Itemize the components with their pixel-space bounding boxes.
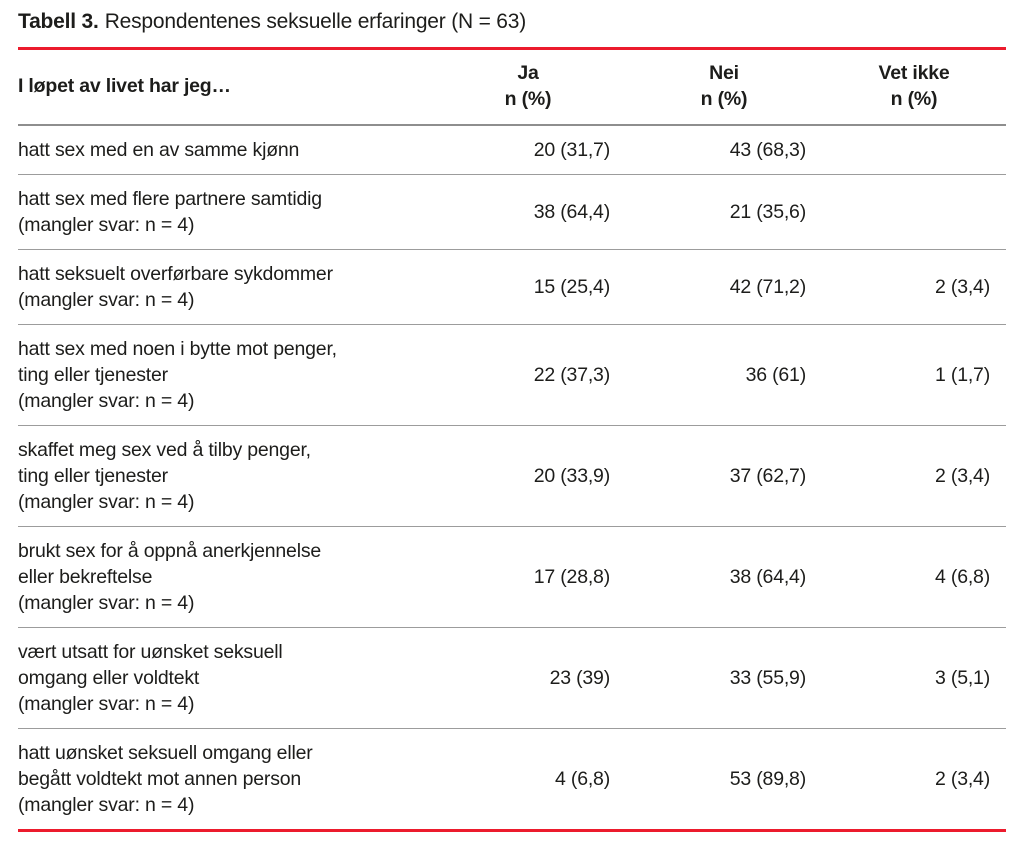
cell-nei: 42 (71,2) (626, 249, 822, 325)
column-header-nei-sub: n (%) (700, 88, 748, 110)
header-row: I løpet av livet har jeg… Ja n (%) Nei n… (18, 50, 1006, 126)
cell-ja: 20 (31,7) (430, 125, 626, 175)
cell-item: hatt sex med en av samme kjønn (18, 125, 430, 175)
bottom-red-rule (18, 829, 1006, 832)
cell-nei: 33 (55,9) (626, 627, 822, 729)
table-body: hatt sex med en av samme kjønn 20 (31,7)… (18, 125, 1006, 829)
cell-item: skaffet meg sex ved å tilby penger, ting… (18, 425, 430, 527)
cell-vet-ikke: 2 (3,4) (935, 768, 990, 790)
table-caption: Respondentenes seksuelle erfaringer (N =… (104, 10, 527, 33)
cell-ja: 38 (64,4) (430, 174, 626, 250)
cell-vet-ikke (822, 174, 1006, 250)
cell-item: hatt sex med noen i bytte mot penger, ti… (18, 324, 430, 426)
column-header-vet-ikke: Vet ikke n (%) (822, 50, 1006, 126)
top-red-rule (18, 47, 1006, 50)
column-header-ja-label: Ja (517, 62, 539, 84)
cell-ja: 20 (33,9) (430, 425, 626, 527)
cell-item: vært utsatt for uønsket seksuell omgang … (18, 627, 430, 729)
column-header-nei-label: Nei (709, 62, 739, 84)
column-header-nei: Nei n (%) (626, 50, 822, 126)
cell-item: hatt sex med flere partnere samtidig (ma… (18, 174, 430, 250)
row-item-note: (mangler svar: n = 4) (18, 491, 195, 513)
row-item-note: (mangler svar: n = 4) (18, 390, 195, 412)
column-header-vet-ikke-label: Vet ikke (878, 62, 950, 84)
table-row: hatt sex med en av samme kjønn 20 (31,7)… (18, 125, 1006, 175)
cell-item: brukt sex for å oppnå anerkjennelse elle… (18, 526, 430, 628)
cell-nei: 37 (62,7) (626, 425, 822, 527)
row-item-note: (mangler svar: n = 4) (18, 794, 195, 816)
table-row: hatt sex med noen i bytte mot penger, ti… (18, 324, 1006, 426)
row-item-note: (mangler svar: n = 4) (18, 693, 195, 715)
table-row: vært utsatt for uønsket seksuell omgang … (18, 627, 1006, 729)
table-row: hatt sex med flere partnere samtidig (ma… (18, 174, 1006, 250)
cell-ja: 4 (6,8) (555, 768, 610, 790)
cell-nei: 36 (61) (626, 324, 822, 426)
cell-vet-ikke: 4 (6,8) (822, 526, 1006, 628)
row-item-text: vært utsatt for uønsket seksuell omgang … (18, 641, 283, 689)
table-title: Tabell 3. Respondentenes seksuelle erfari… (18, 9, 1006, 34)
row-item-note: (mangler svar: n = 4) (18, 289, 195, 311)
table-row: brukt sex for å oppnå anerkjennelse elle… (18, 526, 1006, 628)
row-item-text: hatt sex med flere partnere samtidig (18, 188, 322, 210)
cell-nei: 21 (35,6) (626, 174, 822, 250)
table-row: hatt seksuelt overførbare sykdommer (man… (18, 249, 1006, 325)
row-item-text: brukt sex for å oppnå anerkjennelse elle… (18, 540, 322, 588)
row-item-text: hatt sex med noen i bytte mot penger, ti… (18, 338, 337, 386)
row-item-text: hatt seksuelt overførbare sykdommer (18, 263, 333, 285)
cell-vet-ikke: 2 (3,4) (822, 249, 1006, 325)
cell-item: hatt seksuelt overførbare sykdommer (man… (18, 249, 430, 325)
cell-vet-ikke: 3 (5,1) (822, 627, 1006, 729)
table-number: Tabell 3. (18, 10, 99, 33)
row-item-note: (mangler svar: n = 4) (18, 592, 195, 614)
data-table: I løpet av livet har jeg… Ja n (%) Nei n… (18, 50, 1006, 829)
cell-vet-ikke: 1 (1,7) (822, 324, 1006, 426)
cell-nei: 38 (64,4) (626, 526, 822, 628)
row-item-text: hatt uønsket seksuell omgang eller begåt… (18, 742, 313, 790)
cell-vet-ikke (822, 125, 1006, 175)
table-row: skaffet meg sex ved å tilby penger, ting… (18, 425, 1006, 527)
cell-ja: 17 (28,8) (430, 526, 626, 628)
cell-ja: 23 (39) (430, 627, 626, 729)
table-row: hatt uønsket seksuell omgang eller begåt… (18, 729, 1006, 830)
table-figure: Tabell 3. Respondentenes seksuelle erfari… (18, 9, 1006, 832)
cell-nei: 53 (89,8) (729, 768, 806, 790)
row-item-text: hatt sex med en av samme kjønn (18, 139, 300, 161)
column-header-ja: Ja n (%) (430, 50, 626, 126)
column-header-ja-sub: n (%) (504, 88, 552, 110)
column-header-item: I løpet av livet har jeg… (18, 50, 430, 126)
cell-ja: 22 (37,3) (430, 324, 626, 426)
column-header-item-label: I løpet av livet har jeg… (18, 75, 231, 97)
row-item-text: skaffet meg sex ved å tilby penger, ting… (18, 439, 311, 487)
cell-vet-ikke: 2 (3,4) (822, 425, 1006, 527)
cell-item: hatt uønsket seksuell omgang eller begåt… (18, 729, 430, 830)
row-item-note: (mangler svar: n = 4) (18, 214, 195, 236)
column-header-vet-ikke-sub: n (%) (890, 88, 938, 110)
cell-nei: 43 (68,3) (626, 125, 822, 175)
cell-ja: 15 (25,4) (430, 249, 626, 325)
